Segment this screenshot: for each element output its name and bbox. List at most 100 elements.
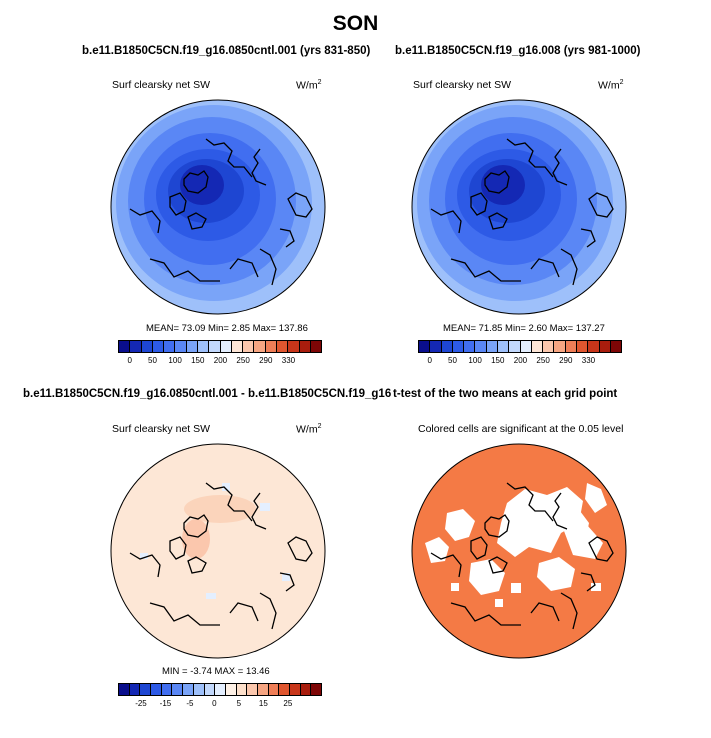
colorbar-tick-label: 200 <box>213 356 228 365</box>
colorbar-tick-label: 330 <box>281 356 296 365</box>
colorbar-swatch <box>209 341 221 352</box>
colorbar-tick-label: 0 <box>212 699 217 708</box>
colorbar-swatch <box>193 684 205 695</box>
colorbar-swatch <box>441 341 453 352</box>
colorbar-swatch <box>161 684 173 695</box>
colorbar-tick-label: -5 <box>186 699 194 708</box>
colorbar-tick-label: 290 <box>259 356 273 365</box>
colorbar-tick-label: 50 <box>448 356 457 365</box>
colorbar-tick-label: 250 <box>236 356 250 365</box>
panel3-subtitle: Surf clearsky net SW <box>112 423 211 435</box>
colorbar-swatch <box>610 341 622 352</box>
colorbar-swatch <box>243 341 255 352</box>
colorbar-swatch <box>186 341 198 352</box>
colorbar-swatch <box>236 684 248 695</box>
colorbar-tick-label: 330 <box>581 356 596 365</box>
panel1-subtitle: Surf clearsky net SW <box>112 79 211 91</box>
colorbar-swatch <box>268 684 280 695</box>
colorbar-tick-label: 5 <box>236 699 242 708</box>
colorbar-swatch <box>197 341 210 352</box>
colorbar-swatch <box>576 341 589 352</box>
colorbar-tick-label: 0 <box>127 356 133 365</box>
panel3-title: b.e11.B1850C5CN.f19_g16.0850cntl.001 - b… <box>23 388 414 400</box>
panel1-stats: MEAN= 73.09 Min= 2.85 Max= 137.86 <box>146 323 308 334</box>
colorbar-swatch <box>183 684 194 695</box>
colorbar-swatch <box>231 341 244 352</box>
colorbar-swatch <box>151 684 162 695</box>
colorbar-swatch <box>254 341 266 352</box>
panel1-title: b.e11.B1850C5CN.f19_g16.0850cntl.001 (yr… <box>82 45 371 57</box>
panel2-title: b.e11.B1850C5CN.f19_g16.008 (yrs 981-100… <box>395 45 641 57</box>
colorbar-swatch <box>520 341 532 352</box>
colorbar-swatch <box>164 341 176 352</box>
colorbar-swatch <box>119 684 130 695</box>
colorbar-swatch <box>220 341 232 352</box>
colorbar-tick-label: 50 <box>148 356 157 365</box>
colorbar-swatch <box>279 684 290 695</box>
colorbar-swatch <box>175 341 187 352</box>
panel4-subtitle: Colored cells are significant at the 0.0… <box>418 423 624 435</box>
colorbar-swatch <box>204 684 216 695</box>
colorbar-swatch <box>290 684 301 695</box>
colorbar-swatch <box>288 341 300 352</box>
colorbar-swatch <box>299 341 311 352</box>
colorbar-swatch <box>310 341 322 352</box>
panel2-colorbar <box>418 340 622 353</box>
colorbar-swatch <box>475 341 487 352</box>
colorbar-swatch <box>247 684 258 695</box>
colorbar-swatch <box>215 684 226 695</box>
colorbar-swatch <box>588 341 600 352</box>
colorbar-tick-label: -15 <box>159 699 172 708</box>
colorbar-swatch <box>311 684 322 695</box>
panel2-stats: MEAN= 71.85 Min= 2.60 Max= 137.27 <box>443 323 605 334</box>
colorbar-swatch <box>225 684 237 695</box>
colorbar-swatch <box>565 341 577 352</box>
panel2-units: W/m2 <box>598 79 624 92</box>
colorbar-swatch <box>531 341 544 352</box>
colorbar-tick-label: 150 <box>191 356 205 365</box>
colorbar-swatch <box>554 341 566 352</box>
colorbar-tick-label: 15 <box>258 699 268 708</box>
colorbar-swatch <box>509 341 521 352</box>
panel1-colorbar <box>118 340 322 353</box>
colorbar-tick-label: 25 <box>283 699 293 708</box>
colorbar-swatch <box>430 341 442 352</box>
colorbar-tick-label: 200 <box>513 356 528 365</box>
colorbar-tick-label: 250 <box>536 356 550 365</box>
panel3-map <box>110 443 326 659</box>
colorbar-tick-label: 0 <box>427 356 433 365</box>
panel3-stats: MIN = -3.74 MAX = 13.46 <box>162 666 270 677</box>
panel3-units: W/m2 <box>296 423 322 436</box>
colorbar-tick-label: 100 <box>468 356 482 365</box>
panel4-title: t-test of the two means at each grid poi… <box>392 388 618 400</box>
colorbar-swatch <box>497 341 510 352</box>
panel2-map <box>411 99 627 315</box>
colorbar-swatch <box>464 341 476 352</box>
colorbar-tick-label: -25 <box>135 699 147 708</box>
colorbar-swatch <box>486 341 498 352</box>
colorbar-tick-label: 100 <box>168 356 182 365</box>
colorbar-swatch <box>140 684 152 695</box>
colorbar-swatch <box>599 341 611 352</box>
panel1-units: W/m2 <box>296 79 322 92</box>
panel4-map <box>411 443 627 659</box>
colorbar-swatch <box>152 341 165 352</box>
colorbar-swatch <box>119 341 131 352</box>
colorbar-swatch <box>300 684 312 695</box>
colorbar-tick-label: 290 <box>559 356 573 365</box>
figure-title: SON <box>332 12 379 35</box>
colorbar-swatch <box>129 684 141 695</box>
panel1-map <box>110 99 326 315</box>
colorbar-swatch <box>276 341 289 352</box>
colorbar-swatch <box>543 341 555 352</box>
colorbar-swatch <box>172 684 184 695</box>
panel2-subtitle: Surf clearsky net SW <box>413 79 512 91</box>
colorbar-swatch <box>257 684 269 695</box>
colorbar-swatch <box>452 341 465 352</box>
colorbar-swatch <box>419 341 431 352</box>
colorbar-swatch <box>130 341 142 352</box>
colorbar-swatch <box>141 341 153 352</box>
colorbar-tick-label: 150 <box>491 356 505 365</box>
panel3-colorbar <box>118 683 322 696</box>
colorbar-swatch <box>265 341 277 352</box>
